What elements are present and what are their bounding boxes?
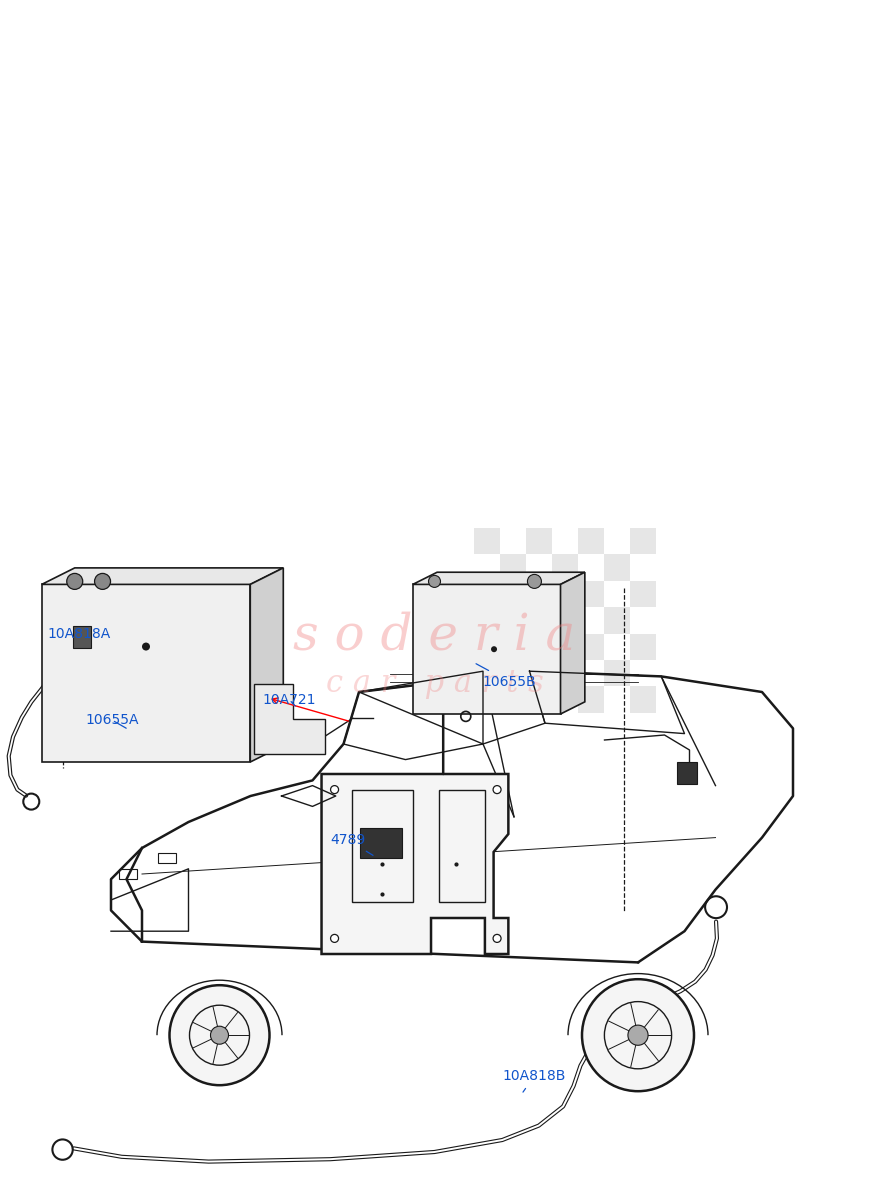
Circle shape bbox=[428, 575, 441, 587]
Polygon shape bbox=[250, 568, 283, 762]
Polygon shape bbox=[561, 572, 585, 714]
Bar bbox=[630, 528, 656, 554]
Bar bbox=[578, 528, 604, 554]
Bar bbox=[604, 660, 630, 686]
Bar bbox=[439, 790, 485, 902]
Polygon shape bbox=[254, 684, 325, 754]
Text: 10655B: 10655B bbox=[476, 664, 536, 689]
Circle shape bbox=[169, 985, 269, 1085]
Text: 10655A: 10655A bbox=[85, 713, 139, 728]
Bar bbox=[526, 686, 552, 713]
Bar bbox=[500, 660, 526, 686]
Polygon shape bbox=[413, 572, 585, 584]
Bar bbox=[630, 581, 656, 607]
Bar bbox=[578, 634, 604, 660]
Circle shape bbox=[142, 642, 150, 650]
Bar bbox=[604, 607, 630, 634]
Polygon shape bbox=[322, 774, 508, 954]
Circle shape bbox=[330, 786, 339, 793]
Text: 10A818A: 10A818A bbox=[48, 626, 111, 641]
Circle shape bbox=[491, 646, 497, 653]
Circle shape bbox=[493, 786, 501, 793]
Polygon shape bbox=[413, 584, 561, 714]
Bar bbox=[474, 581, 500, 607]
Bar bbox=[526, 581, 552, 607]
Circle shape bbox=[582, 979, 694, 1091]
Bar bbox=[500, 554, 526, 581]
Bar bbox=[352, 790, 413, 902]
Bar bbox=[552, 660, 578, 686]
Polygon shape bbox=[42, 584, 250, 762]
Bar bbox=[119, 869, 136, 878]
Bar bbox=[474, 528, 500, 554]
Bar bbox=[630, 686, 656, 713]
Text: s o d e r i a: s o d e r i a bbox=[294, 611, 575, 661]
Text: 10A721: 10A721 bbox=[262, 692, 316, 707]
Bar bbox=[630, 634, 656, 660]
Bar bbox=[578, 686, 604, 713]
Bar bbox=[474, 686, 500, 713]
Bar bbox=[552, 554, 578, 581]
Bar bbox=[474, 634, 500, 660]
Circle shape bbox=[210, 1026, 229, 1044]
Bar bbox=[360, 828, 401, 858]
Circle shape bbox=[67, 574, 83, 589]
Bar bbox=[73, 625, 91, 648]
Bar bbox=[552, 607, 578, 634]
Bar bbox=[526, 528, 552, 554]
Polygon shape bbox=[42, 568, 283, 584]
Bar bbox=[604, 554, 630, 581]
Bar bbox=[676, 762, 696, 784]
Bar bbox=[526, 634, 552, 660]
Circle shape bbox=[527, 575, 541, 588]
Bar bbox=[500, 607, 526, 634]
Circle shape bbox=[330, 935, 339, 942]
Circle shape bbox=[95, 574, 110, 589]
Text: 10A818B: 10A818B bbox=[502, 1069, 566, 1092]
Circle shape bbox=[628, 1025, 648, 1045]
Text: c a r   p a r t s: c a r p a r t s bbox=[326, 668, 543, 700]
Text: 4789: 4789 bbox=[330, 833, 373, 856]
Bar bbox=[157, 853, 176, 863]
Bar bbox=[578, 581, 604, 607]
Circle shape bbox=[493, 935, 501, 942]
